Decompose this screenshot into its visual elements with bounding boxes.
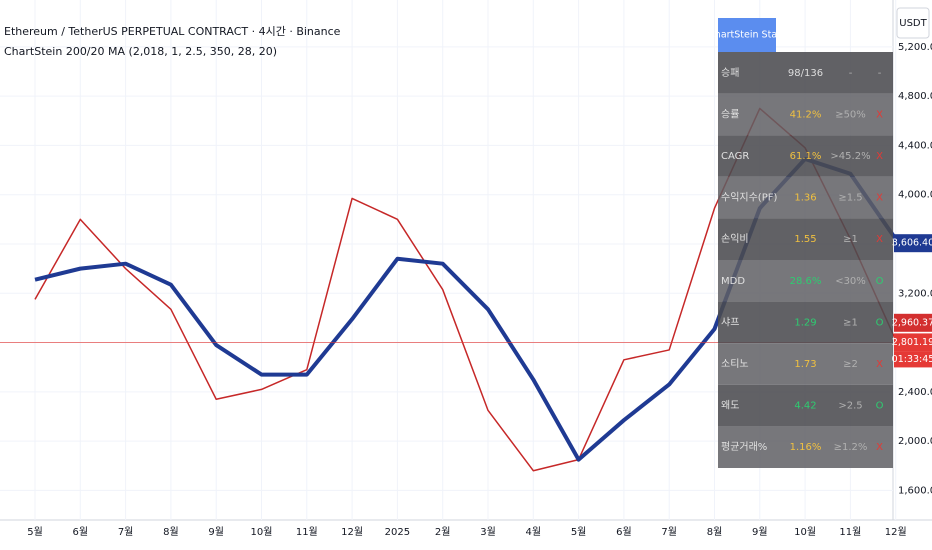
x-tick-label: 9월 bbox=[208, 526, 224, 538]
table-cell: >2.5 bbox=[838, 401, 862, 412]
chart-title: Ethereum / TetherUS PERPETUAL CONTRACT ·… bbox=[4, 25, 341, 38]
table-row bbox=[718, 426, 893, 468]
table-cell: X bbox=[876, 234, 883, 245]
countdown-box bbox=[894, 351, 932, 368]
table-cell: 승률 bbox=[721, 108, 739, 120]
y-tick-label: 2,400.00 bbox=[898, 387, 932, 398]
x-tick-label: 10월 bbox=[251, 526, 273, 538]
table-row bbox=[718, 384, 893, 427]
y-tick-label: 4,400.00 bbox=[898, 140, 932, 151]
y-tick-label: 5,200.00 bbox=[898, 42, 932, 53]
x-tick-label: 2월 bbox=[435, 526, 451, 538]
table-cell: ≥1.2% bbox=[834, 442, 868, 453]
price-label-box bbox=[894, 333, 932, 352]
price-label-box bbox=[894, 234, 932, 253]
y-tick-label: 4,800.00 bbox=[898, 91, 932, 102]
table-cell: 4.42 bbox=[794, 401, 816, 412]
table-header-bg bbox=[718, 18, 776, 52]
table-cell: 1.73 bbox=[794, 359, 816, 370]
currency-box[interactable] bbox=[896, 7, 930, 39]
y-tick-label: 1,600.00 bbox=[898, 485, 932, 496]
countdown: 01:33:45 bbox=[892, 354, 932, 365]
table-cell: - bbox=[849, 68, 853, 79]
x-tick-label: 10월 bbox=[794, 526, 816, 538]
table-title: ChartStein Stats bbox=[708, 30, 786, 41]
x-tick-label: 9월 bbox=[752, 526, 768, 538]
x-tick-label: 4월 bbox=[526, 526, 542, 538]
table-cell: 98/136 bbox=[788, 68, 823, 79]
table-cell: 1.55 bbox=[794, 234, 816, 245]
table-cell: ≥1 bbox=[843, 317, 858, 328]
table-cell: 손익비 bbox=[721, 233, 749, 245]
table-cell: 1.36 bbox=[794, 193, 816, 204]
table-row bbox=[718, 52, 893, 94]
table-cell: X bbox=[876, 193, 883, 204]
table-cell: 1.29 bbox=[794, 317, 816, 328]
table-cell: ≥50% bbox=[835, 109, 866, 120]
x-tick-label: 3월 bbox=[480, 526, 496, 538]
table-cell: 28.6% bbox=[790, 276, 822, 287]
table-row bbox=[718, 260, 893, 302]
x-tick-label: 8월 bbox=[163, 526, 179, 538]
table-cell: ≥1.5 bbox=[838, 193, 862, 204]
table-cell: 수익지수(PF) bbox=[721, 192, 777, 204]
table-cell: - bbox=[878, 68, 882, 79]
x-tick-label: 5월 bbox=[571, 526, 587, 538]
table-cell: CAGR bbox=[721, 151, 749, 162]
x-tick-label: 7월 bbox=[661, 526, 677, 538]
y-tick-label: 2,000.00 bbox=[898, 436, 932, 447]
price-label-box bbox=[894, 313, 932, 332]
table-cell: ≥2 bbox=[843, 359, 858, 370]
table-cell: <30% bbox=[835, 276, 866, 287]
x-tick-label: 2025 bbox=[385, 527, 410, 538]
x-tick-label: 6월 bbox=[616, 526, 632, 538]
currency[interactable]: USDT bbox=[899, 18, 927, 29]
table-row bbox=[718, 93, 893, 136]
table-row bbox=[718, 135, 893, 177]
table-cell: MDD bbox=[721, 276, 745, 287]
table-cell: 평균거래% bbox=[721, 441, 767, 453]
table-cell: 왜도 bbox=[721, 400, 739, 412]
x-tick-label: 11월 bbox=[296, 526, 318, 538]
y-tick-label: 4,000.00 bbox=[898, 190, 932, 201]
table-row bbox=[718, 176, 893, 219]
x-tick-label: 11월 bbox=[839, 526, 861, 538]
table-cell: 61.1% bbox=[790, 151, 822, 162]
table-row bbox=[718, 343, 893, 385]
table-row bbox=[718, 218, 893, 260]
table-cell: O bbox=[876, 317, 884, 328]
x-tick-label: 8월 bbox=[707, 526, 723, 538]
price-label: 2,801.19 bbox=[892, 337, 932, 348]
table-cell: 샤프 bbox=[721, 316, 739, 328]
table-row bbox=[718, 301, 893, 344]
table-cell: O bbox=[876, 401, 884, 412]
table-cell: 승패 bbox=[721, 67, 739, 79]
x-tick-label: 6월 bbox=[73, 526, 89, 538]
table-cell: 1.16% bbox=[790, 442, 822, 453]
price-label: 2,960.37 bbox=[892, 317, 932, 328]
x-tick-label: 7월 bbox=[118, 526, 134, 538]
table-cell: >45.2% bbox=[830, 151, 870, 162]
price-label: 3,606.40 bbox=[892, 238, 932, 249]
table-cell: 41.2% bbox=[790, 109, 822, 120]
table-cell: X bbox=[876, 359, 883, 370]
table-cell: X bbox=[876, 109, 883, 120]
y-tick-label: 3,200.00 bbox=[898, 288, 932, 299]
chart-subtitle: ChartStein 200/20 MA (2,018, 1, 2.5, 350… bbox=[4, 45, 277, 58]
table-cell: 소티노 bbox=[721, 358, 749, 370]
table-cell: ≥1 bbox=[843, 234, 858, 245]
table-cell: X bbox=[876, 442, 883, 453]
x-tick-label: 12월 bbox=[885, 526, 907, 538]
x-tick-label: 12월 bbox=[341, 526, 363, 538]
table-cell: O bbox=[876, 276, 884, 287]
x-tick-label: 5월 bbox=[27, 526, 43, 538]
table-cell: X bbox=[876, 151, 883, 162]
